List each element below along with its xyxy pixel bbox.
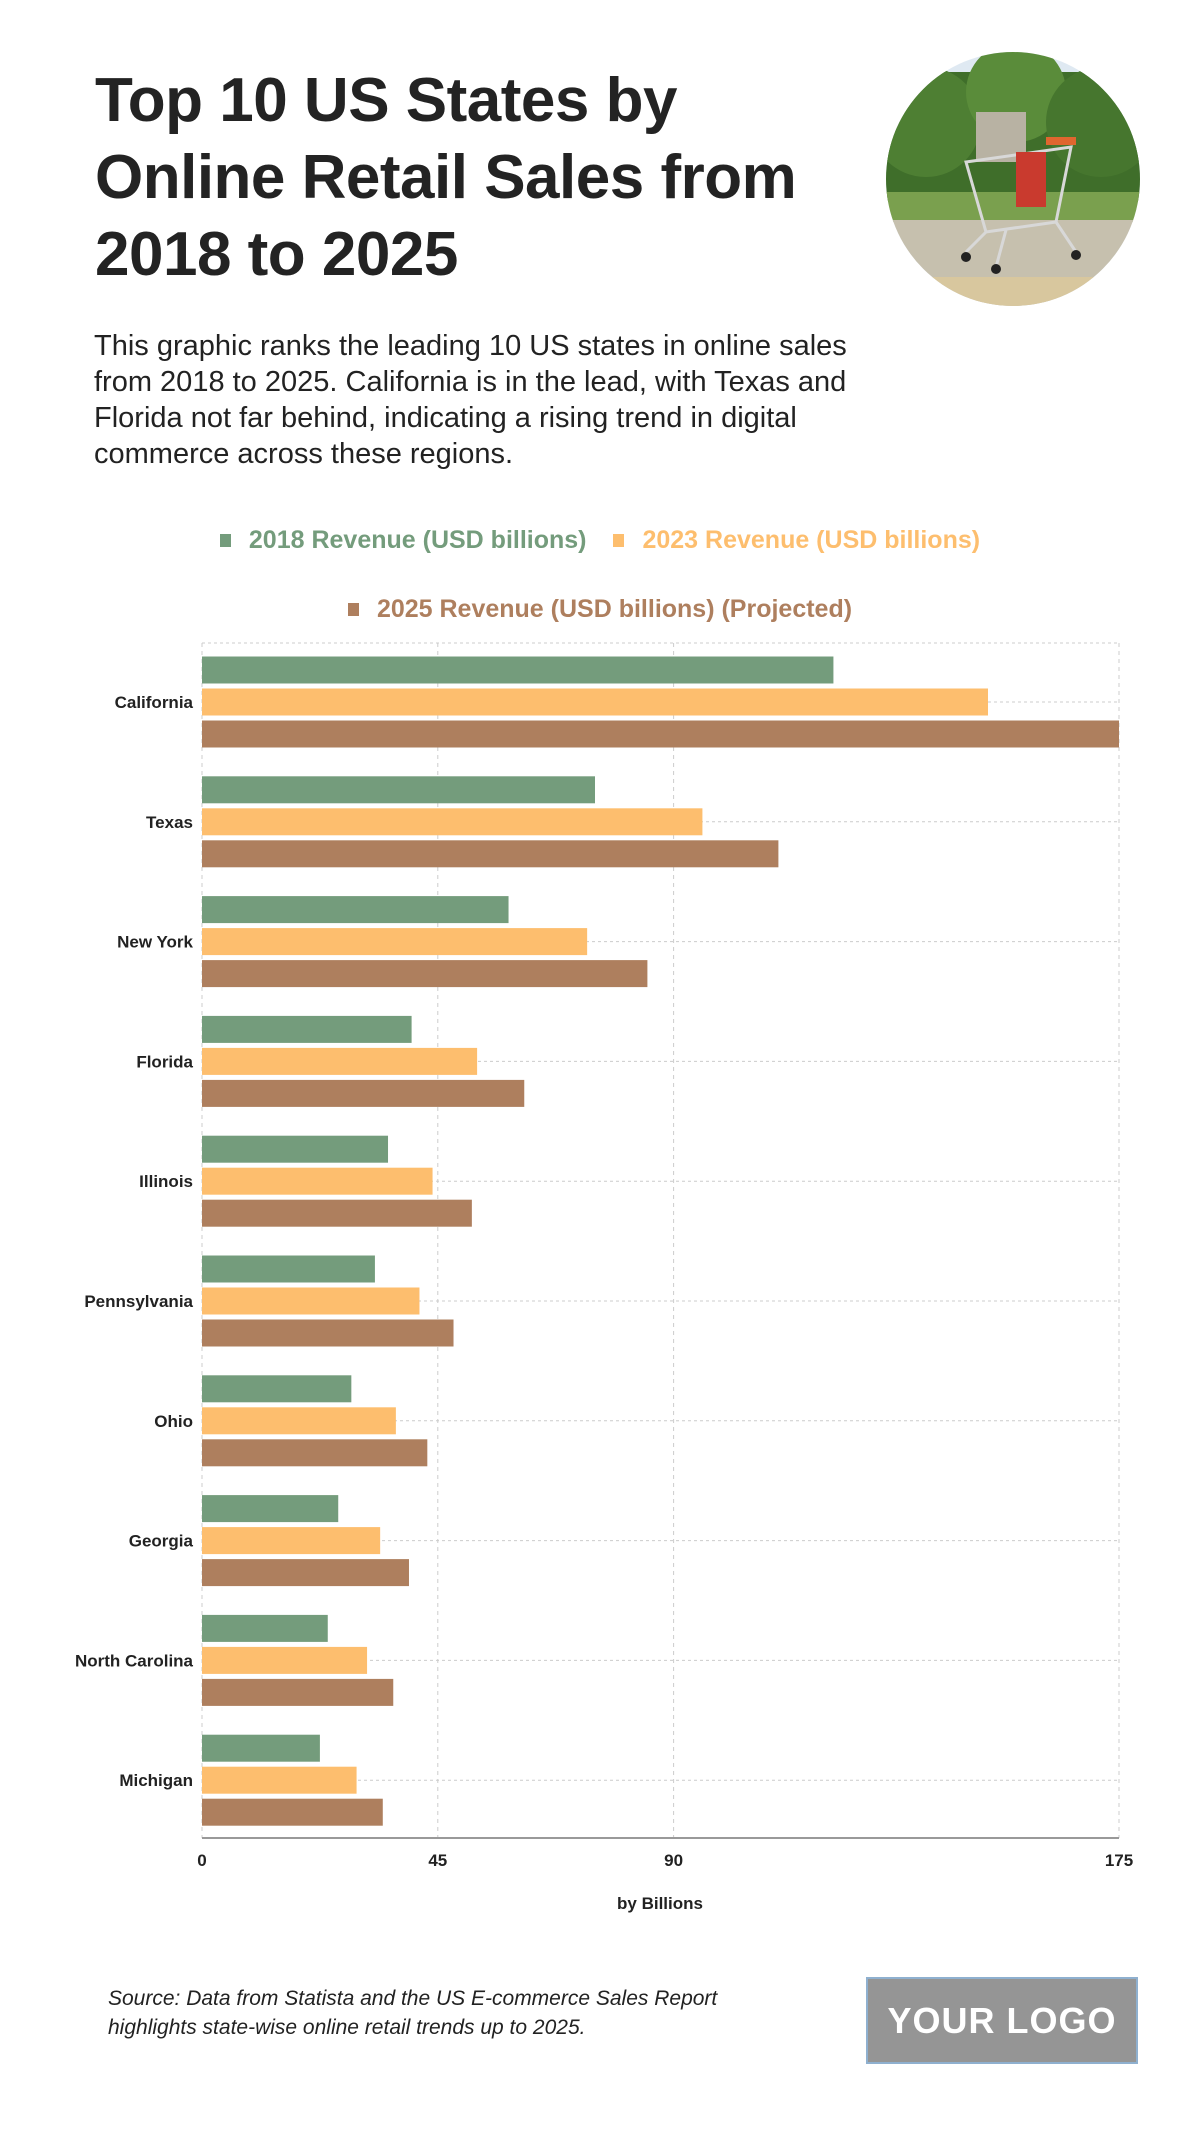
bar xyxy=(202,1527,381,1555)
legend-label-2018: 2018 Revenue (USD billions) xyxy=(248,526,587,554)
x-tick-label: 90 xyxy=(664,1851,683,1870)
bar xyxy=(202,928,588,956)
bar xyxy=(202,1407,396,1435)
shopping-cart-photo xyxy=(886,52,1140,306)
x-tick-label: 175 xyxy=(1105,1851,1133,1870)
y-tick-label: California xyxy=(115,693,194,712)
bar xyxy=(202,1015,412,1043)
bar xyxy=(202,1439,428,1467)
bar xyxy=(202,1614,328,1642)
bar xyxy=(202,1646,368,1674)
bar xyxy=(202,1798,383,1826)
bar xyxy=(202,1255,375,1283)
logo-placeholder: YOUR LOGO xyxy=(866,1977,1138,2064)
bar xyxy=(202,656,834,684)
legend-swatch-2018 xyxy=(219,534,231,547)
bar xyxy=(202,808,703,836)
x-tick-label: 45 xyxy=(428,1851,447,1870)
bar xyxy=(202,1678,394,1706)
legend-label-2023: 2023 Revenue (USD billions) xyxy=(642,526,981,554)
legend-row-1: 2018 Revenue (USD billions) 2023 Revenue… xyxy=(0,525,1200,555)
bar-chart: 0 45 90 175 California Texas New York Florida Il… xyxy=(75,642,1133,1913)
bar xyxy=(202,1734,320,1762)
bar xyxy=(202,1766,357,1794)
bar xyxy=(202,776,595,804)
y-tick-label: Illinois xyxy=(139,1172,193,1191)
bar xyxy=(202,1167,433,1195)
bar xyxy=(202,896,509,924)
legend-swatch-2025 xyxy=(347,603,359,616)
y-tick-label: Georgia xyxy=(129,1532,194,1551)
legend-label-2025: 2025 Revenue (USD billions) (Projected) xyxy=(376,595,853,623)
bar xyxy=(202,1047,478,1075)
y-tick-label: Florida xyxy=(136,1052,193,1071)
legend-swatch-2023 xyxy=(613,534,625,547)
x-tick-label: 0 xyxy=(197,1851,206,1870)
legend-item-2025: 2025 Revenue (USD billions) (Projected) xyxy=(347,595,853,624)
bar xyxy=(202,1079,525,1107)
legend-row-2: 2025 Revenue (USD billions) (Projected) xyxy=(0,594,1200,624)
bar xyxy=(202,1375,352,1403)
y-tick-label: New York xyxy=(117,933,193,952)
bar xyxy=(202,960,648,988)
y-tick-label: Pennsylvania xyxy=(84,1292,193,1311)
bar xyxy=(202,1495,339,1523)
description: This graphic ranks the leading 10 US sta… xyxy=(94,330,847,470)
x-axis-title: by Billions xyxy=(617,1894,703,1913)
y-tick-label: North Carolina xyxy=(75,1651,194,1670)
y-tick-label: Texas xyxy=(146,813,193,832)
bar xyxy=(202,1287,420,1315)
bar xyxy=(202,1135,389,1163)
bar xyxy=(202,1199,472,1227)
bar xyxy=(202,720,1119,748)
page-title: Top 10 US States by Online Retail Sales … xyxy=(95,66,797,289)
y-tick-label: Ohio xyxy=(154,1412,193,1431)
bar xyxy=(202,840,779,868)
legend-item-2018: 2018 Revenue (USD billions) xyxy=(219,526,587,555)
legend-item-2023: 2023 Revenue (USD billions) xyxy=(613,526,980,555)
bar xyxy=(202,1559,409,1587)
y-tick-label: Michigan xyxy=(119,1771,193,1790)
bar xyxy=(202,1319,454,1347)
bar xyxy=(202,688,988,716)
source-note: Source: Data from Statista and the US E-… xyxy=(108,1987,718,2039)
